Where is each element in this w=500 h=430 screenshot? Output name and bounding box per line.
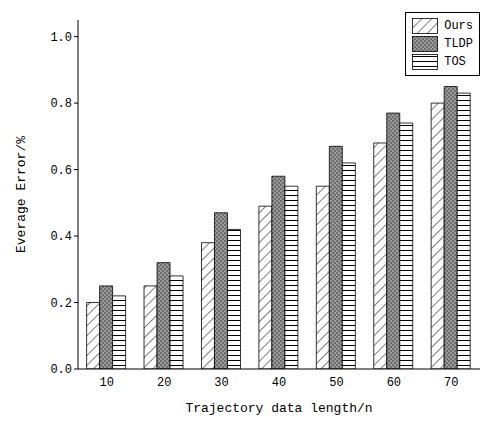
svg-text:1.0: 1.0 [50, 31, 72, 45]
svg-text:Everage Error/%: Everage Error/% [14, 136, 29, 253]
svg-text:60: 60 [387, 376, 401, 390]
svg-text:0.4: 0.4 [50, 230, 72, 244]
svg-text:40: 40 [272, 376, 286, 390]
svg-text:50: 50 [329, 376, 343, 390]
svg-text:0.0: 0.0 [50, 363, 72, 377]
html-text:Ours: Ours [444, 19, 473, 33]
svg-text:0.6: 0.6 [50, 164, 72, 178]
svg-text:10: 10 [100, 376, 114, 390]
svg-text:30: 30 [214, 376, 228, 390]
svg-text:20: 20 [157, 376, 171, 390]
svg-text:0.2: 0.2 [50, 297, 72, 311]
svg-text:Trajectory data length/n: Trajectory data length/n [185, 401, 372, 416]
svg-text:70: 70 [444, 376, 458, 390]
html-text:TLDP: TLDP [444, 37, 473, 51]
html-text:TOS: TOS [444, 55, 466, 69]
svg-text:0.8: 0.8 [50, 97, 72, 111]
